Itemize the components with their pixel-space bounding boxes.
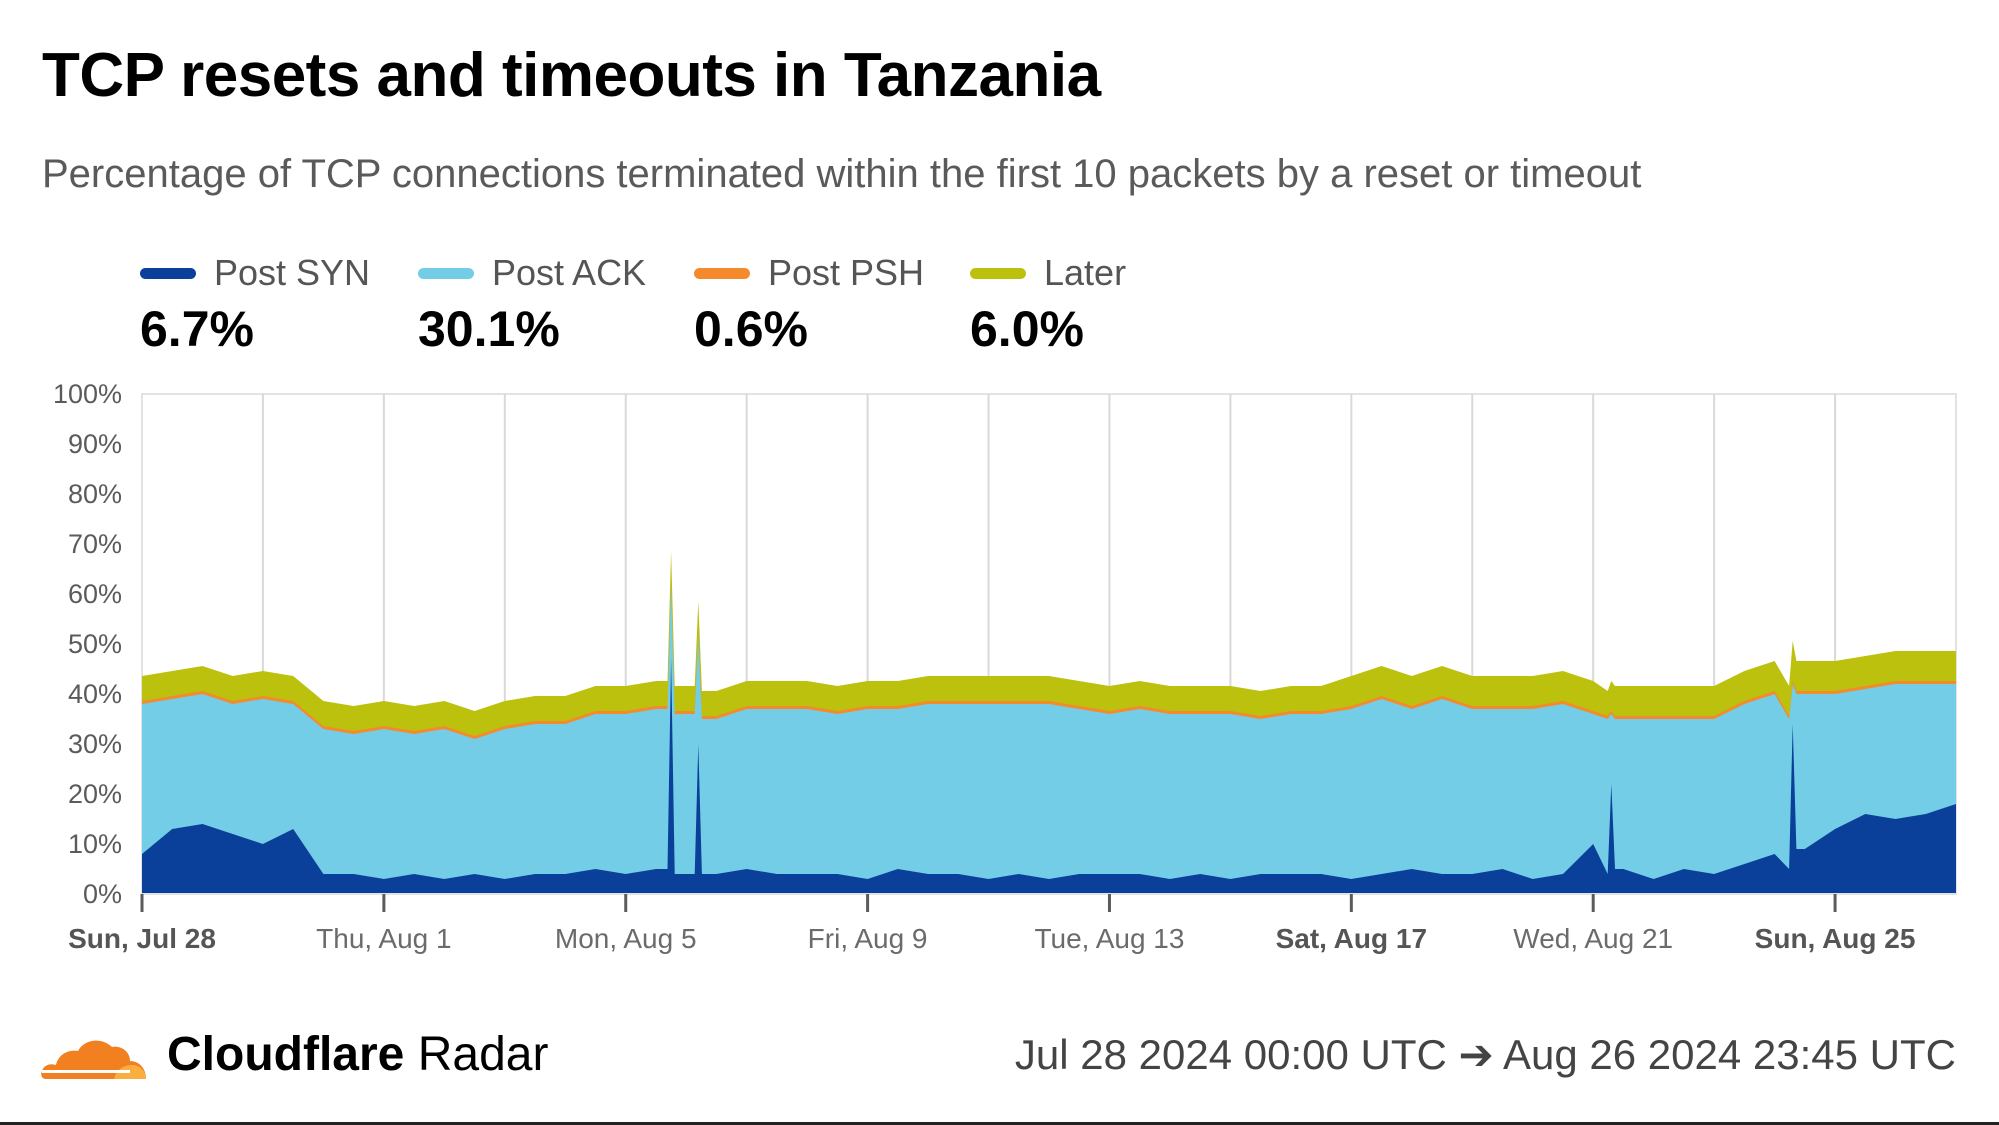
x-tick-label: Sun, Aug 25	[1755, 923, 1916, 954]
bottom-divider	[0, 1122, 1999, 1125]
legend-swatch-post-syn	[140, 267, 196, 279]
y-tick-label: 90%	[68, 429, 122, 459]
legend-value-post-psh: 0.6%	[694, 301, 808, 357]
legend-label-post-ack: Post ACK	[492, 252, 647, 293]
brand-light: Radar	[417, 1028, 549, 1081]
legend-item-post-psh[interactable]: Post PSH 0.6%	[694, 248, 924, 358]
chart-subtitle: Percentage of TCP connections terminated…	[42, 152, 1642, 196]
chart-title: TCP resets and timeouts in Tanzania	[42, 41, 1101, 110]
x-tick-label: Sun, Jul 28	[68, 923, 216, 954]
cloudflare-logo-icon	[41, 1040, 146, 1079]
y-tick-label: 20%	[68, 779, 122, 809]
time-range: Jul 28 2024 00:00 UTC ➔ Aug 26 2024 23:4…	[1014, 1031, 1956, 1078]
legend-label-later: Later	[1044, 252, 1127, 293]
x-tick-label: Mon, Aug 5	[555, 923, 697, 954]
legend-value-post-syn: 6.7%	[140, 301, 254, 357]
y-tick-label: 100%	[53, 379, 122, 409]
area-post-ack	[142, 584, 1956, 894]
legend-item-post-syn[interactable]: Post SYN 6.7%	[140, 248, 370, 358]
y-tick-label: 30%	[68, 729, 122, 759]
legend-swatch-later	[970, 267, 1026, 279]
x-tick-label: Tue, Aug 13	[1034, 923, 1184, 954]
legend-swatch-post-psh	[694, 267, 750, 279]
y-tick-label: 40%	[68, 679, 122, 709]
brand-bold: Cloudflare	[167, 1028, 405, 1081]
legend-value-post-ack: 30.1%	[418, 301, 560, 357]
brand-name: Cloudflare Radar	[167, 1027, 548, 1082]
x-tick-label: Thu, Aug 1	[316, 923, 451, 954]
x-tick-label: Fri, Aug 9	[808, 923, 928, 954]
legend-item-later[interactable]: Later 6.0%	[970, 248, 1126, 358]
y-tick-label: 10%	[68, 829, 122, 859]
legend-label-post-syn: Post SYN	[214, 252, 371, 293]
legend-label-post-psh: Post PSH	[768, 252, 925, 293]
stacked-area-chart: 0% 10% 20% 30% 40% 50% 60% 70% 80% 90% 100% Sun, Ju…	[53, 379, 1957, 954]
y-tick-label: 80%	[68, 479, 122, 509]
y-tick-label: 50%	[68, 629, 122, 659]
x-tick-label: Wed, Aug 21	[1513, 923, 1673, 954]
area-post-syn	[142, 659, 1956, 894]
x-tick-label: Sat, Aug 17	[1276, 923, 1427, 954]
y-tick-label: 60%	[68, 579, 122, 609]
legend-item-post-ack[interactable]: Post ACK 30.1%	[418, 248, 646, 358]
y-tick-label: 70%	[68, 529, 122, 559]
legend-value-later: 6.0%	[970, 301, 1084, 357]
y-tick-label: 0%	[83, 879, 122, 909]
legend-swatch-post-ack	[418, 267, 474, 279]
